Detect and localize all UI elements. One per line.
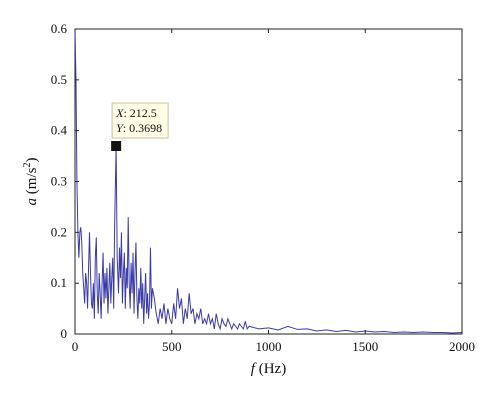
plot-frame bbox=[74, 28, 463, 335]
y-tick-label: 0.2 bbox=[51, 224, 67, 239]
axis-titles: f (Hz) a (m/s2) bbox=[22, 158, 286, 377]
y-tick-label: 0.6 bbox=[51, 21, 68, 36]
x-tick-label: 0 bbox=[72, 339, 79, 354]
y-tick-label: 0.1 bbox=[51, 275, 67, 290]
y-tick-label: 0 bbox=[61, 326, 68, 341]
x-axis-label: f (Hz) bbox=[251, 361, 286, 377]
data-tip-marker[interactable] bbox=[111, 141, 122, 152]
spectrum-line bbox=[74, 28, 463, 334]
x-tick-label: 1500 bbox=[352, 339, 378, 354]
y-tick-label: 0.4 bbox=[51, 123, 68, 138]
y-tick-label: 0.3 bbox=[51, 174, 67, 189]
y-tick-label: 0.5 bbox=[51, 72, 67, 87]
y-axis-label: a (m/s2) bbox=[22, 158, 40, 206]
axis-ticks: 0 500 1000 1500 2000 0 0.1 0.2 0.3 0.4 0.5 0.6 bbox=[51, 21, 475, 354]
data-tip: X: 212.5Y: 0.3698 bbox=[111, 102, 169, 152]
spectrum-series bbox=[74, 28, 463, 334]
data-tip-y: Y: 0.3698 bbox=[116, 121, 162, 135]
x-tick-label: 2000 bbox=[449, 339, 475, 354]
data-tip-box bbox=[111, 102, 169, 139]
plot-area bbox=[74, 28, 463, 335]
x-tick-label: 500 bbox=[162, 339, 182, 354]
data-tip-x: X: 212.5 bbox=[115, 106, 157, 120]
x-tick-label: 1000 bbox=[256, 339, 282, 354]
